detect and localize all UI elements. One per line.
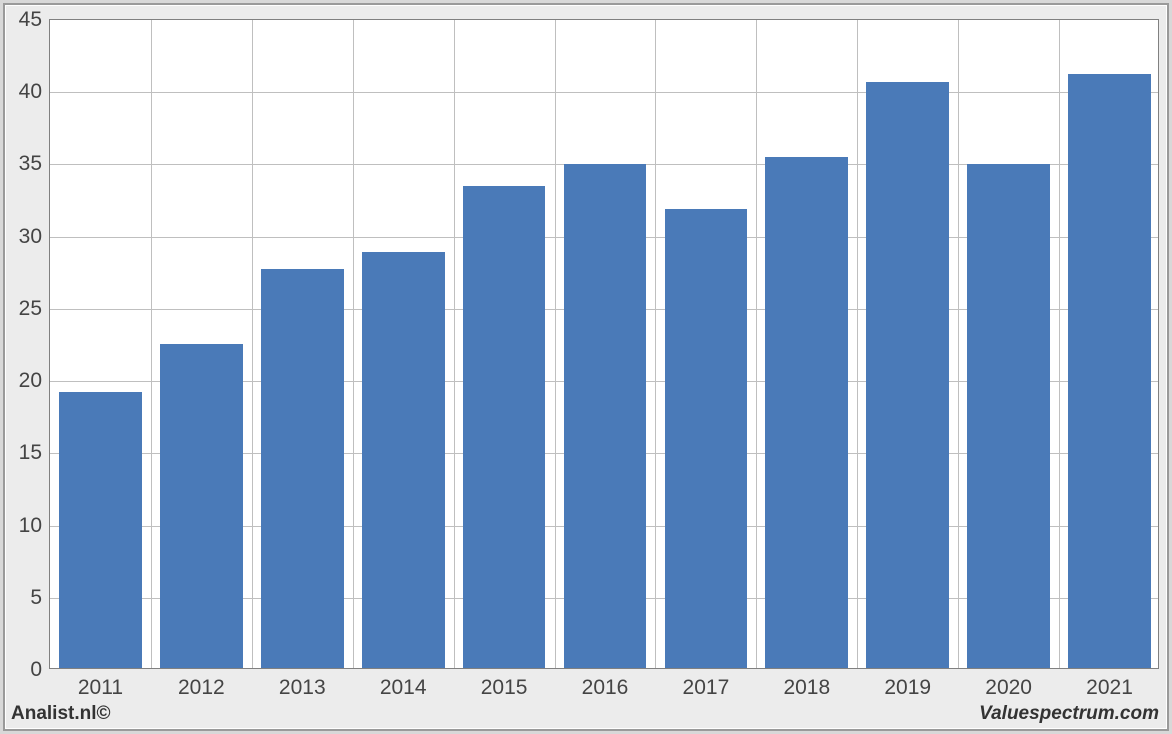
- bar: [261, 269, 344, 668]
- x-axis-tick-label: 2020: [985, 668, 1032, 700]
- gridline-vertical: [958, 20, 959, 668]
- y-axis-tick-label: 30: [19, 225, 50, 249]
- x-axis-tick-label: 2011: [78, 668, 123, 700]
- y-axis-tick-label: 0: [30, 658, 50, 682]
- gridline-vertical: [756, 20, 757, 668]
- bar: [967, 164, 1050, 668]
- x-axis-tick-label: 2013: [279, 668, 326, 700]
- y-axis-tick-label: 20: [19, 369, 50, 393]
- chart-frame: 0 5 10 15 20 25 30 35 40 45 2011 2012 2013 2014 2015 20…: [3, 3, 1169, 731]
- x-axis-tick-label: 2012: [178, 668, 225, 700]
- x-axis-tick-label: 2019: [884, 668, 931, 700]
- footer-right-label: Valuespectrum.com: [979, 703, 1159, 725]
- x-axis-tick-label: 2017: [683, 668, 730, 700]
- y-axis-tick-label: 15: [19, 441, 50, 465]
- gridline-vertical: [454, 20, 455, 668]
- y-axis-tick-label: 10: [19, 514, 50, 538]
- x-axis-tick-label: 2014: [380, 668, 427, 700]
- y-axis-tick-label: 25: [19, 297, 50, 321]
- footer-left-label: Analist.nl©: [11, 703, 111, 725]
- gridline-vertical: [857, 20, 858, 668]
- gridline-vertical: [655, 20, 656, 668]
- bar: [665, 209, 748, 668]
- gridline-vertical: [252, 20, 253, 668]
- bar: [463, 186, 546, 668]
- y-axis-tick-label: 35: [19, 152, 50, 176]
- gridline-horizontal: [50, 92, 1158, 93]
- bar: [160, 344, 243, 668]
- x-axis-tick-label: 2016: [582, 668, 629, 700]
- bar: [765, 157, 848, 668]
- bar: [59, 392, 142, 668]
- bar: [1068, 74, 1151, 668]
- x-axis-tick-label: 2018: [783, 668, 830, 700]
- gridline-vertical: [1059, 20, 1060, 668]
- bar: [866, 82, 949, 668]
- y-axis-tick-label: 5: [30, 586, 50, 610]
- bar: [564, 164, 647, 668]
- gridline-vertical: [151, 20, 152, 668]
- y-axis-tick-label: 45: [19, 8, 50, 32]
- plot-area: 0510152025303540452011201220132014201520…: [49, 19, 1159, 669]
- gridline-vertical: [353, 20, 354, 668]
- x-axis-tick-label: 2015: [481, 668, 528, 700]
- gridline-vertical: [555, 20, 556, 668]
- y-axis-tick-label: 40: [19, 80, 50, 104]
- bar: [362, 252, 445, 668]
- x-axis-tick-label: 2021: [1086, 668, 1133, 700]
